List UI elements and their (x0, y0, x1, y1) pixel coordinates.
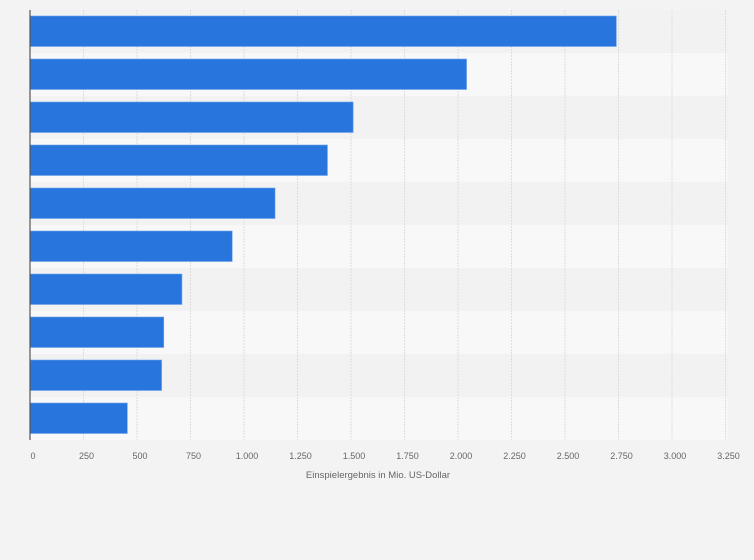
x-tick-label: 750 (186, 451, 201, 461)
x-tick-label: 2.500 (557, 451, 580, 461)
bar[interactable] (29, 15, 617, 47)
x-tick-label: 2.250 (503, 451, 526, 461)
x-tick-label: 0 (30, 451, 35, 461)
row-band (30, 397, 728, 440)
bar[interactable] (29, 230, 233, 262)
bar[interactable] (29, 316, 165, 348)
bar[interactable] (29, 359, 162, 391)
x-tick-label: 2.000 (450, 451, 473, 461)
x-tick-label: 3.000 (664, 451, 687, 461)
x-tick-label: 500 (132, 451, 147, 461)
bar[interactable] (29, 273, 183, 305)
bar[interactable] (29, 402, 128, 434)
x-tick-label: 1.500 (343, 451, 366, 461)
x-tick-label: 1.250 (289, 451, 312, 461)
x-tick-label: 2.750 (610, 451, 633, 461)
bar[interactable] (29, 58, 467, 90)
bar[interactable] (29, 187, 276, 219)
bar[interactable] (29, 101, 354, 133)
x-axis-label: Einspielergebnis in Mio. US-Dollar (306, 470, 450, 481)
x-tick-label: 1.750 (396, 451, 419, 461)
x-tick-label: 1.000 (236, 451, 259, 461)
bar[interactable] (29, 144, 328, 176)
x-tick-label: 3.250 (717, 451, 740, 461)
x-tick-label: 250 (79, 451, 94, 461)
